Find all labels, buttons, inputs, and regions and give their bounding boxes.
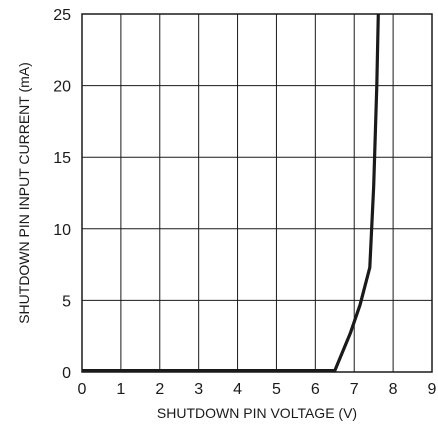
y-tick-label-25: 25 [53, 7, 71, 24]
x-tick-label-6: 6 [311, 381, 320, 398]
x-tick-label-0: 0 [78, 381, 87, 398]
series-layer [82, 13, 380, 373]
x-tick-label-1: 1 [116, 381, 125, 398]
y-tick-label-10: 10 [53, 222, 71, 239]
plot-frame [81, 13, 433, 373]
y-tick-label-20: 20 [53, 79, 71, 96]
x-tick-label-5: 5 [272, 381, 281, 398]
y-tick-label-0: 0 [62, 365, 71, 382]
x-tick-labels: 0 1 2 3 4 5 6 7 8 9 [78, 381, 437, 398]
x-tick-label-8: 8 [389, 381, 398, 398]
y-tick-labels: 0 5 10 15 20 25 [53, 7, 71, 382]
x-tick-label-4: 4 [233, 381, 242, 398]
x-tick-label-7: 7 [350, 381, 359, 398]
x-tick-label-2: 2 [155, 381, 164, 398]
y-tick-label-5: 5 [62, 293, 71, 310]
x-tick-label-9: 9 [428, 381, 437, 398]
y-tick-label-15: 15 [53, 150, 71, 167]
series-line-0 [82, 13, 380, 373]
y-axis-label: SHUTDOWN PIN INPUT CURRENT (mA) [16, 62, 32, 324]
x-axis-label: SHUTDOWN PIN VOLTAGE (V) [157, 405, 357, 421]
x-tick-label-3: 3 [194, 381, 203, 398]
grid [82, 14, 432, 372]
